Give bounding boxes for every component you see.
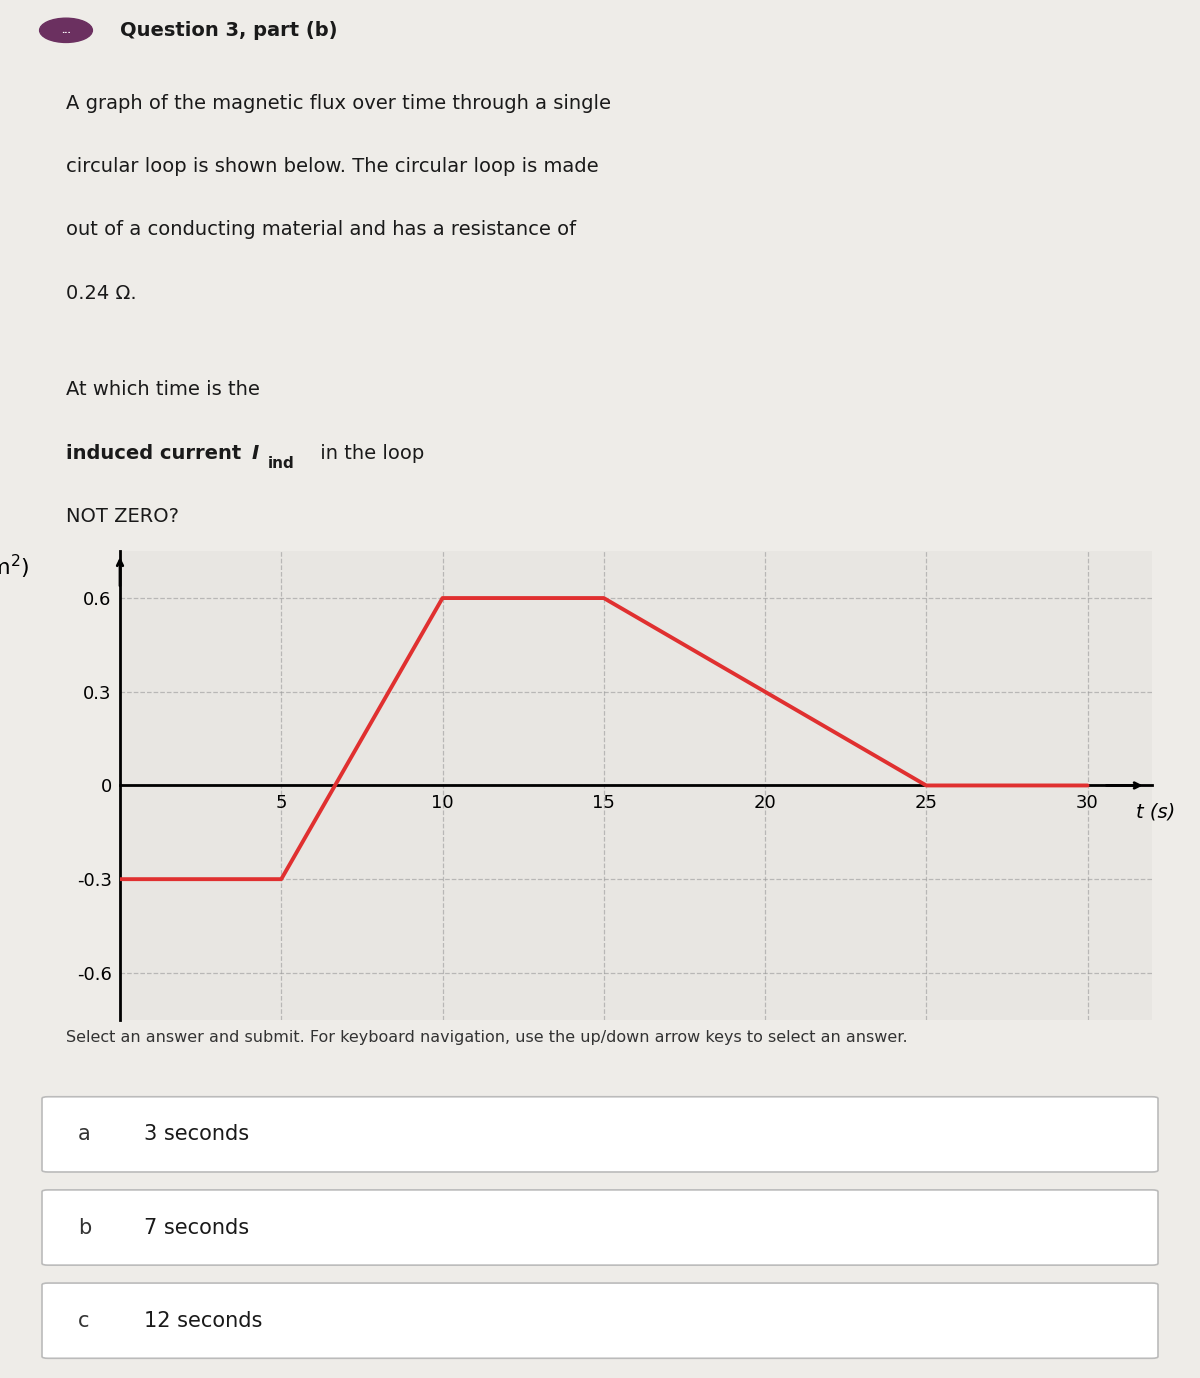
Text: ind: ind bbox=[268, 456, 294, 471]
Circle shape bbox=[40, 18, 92, 43]
Text: a: a bbox=[78, 1124, 91, 1144]
Text: 12 seconds: 12 seconds bbox=[144, 1310, 263, 1331]
Text: At which time is the: At which time is the bbox=[66, 380, 266, 400]
Text: NOT ZERO?: NOT ZERO? bbox=[66, 507, 179, 526]
Text: 0.24 Ω.: 0.24 Ω. bbox=[66, 284, 137, 303]
Text: A graph of the magnetic flux over time through a single: A graph of the magnetic flux over time t… bbox=[66, 94, 611, 113]
Text: c: c bbox=[78, 1310, 90, 1331]
Text: 3 seconds: 3 seconds bbox=[144, 1124, 250, 1144]
Text: $\Phi_B\ \mathregular{(T \cdot m^2)}$: $\Phi_B\ \mathregular{(T \cdot m^2)}$ bbox=[0, 553, 30, 582]
Text: out of a conducting material and has a resistance of: out of a conducting material and has a r… bbox=[66, 220, 576, 240]
Text: I: I bbox=[252, 444, 259, 463]
Text: in the loop: in the loop bbox=[314, 444, 425, 463]
Text: 7 seconds: 7 seconds bbox=[144, 1218, 250, 1237]
Text: ...: ... bbox=[61, 26, 71, 34]
Text: t (s): t (s) bbox=[1136, 802, 1175, 821]
Text: circular loop is shown below. The circular loop is made: circular loop is shown below. The circul… bbox=[66, 157, 599, 176]
FancyBboxPatch shape bbox=[42, 1097, 1158, 1171]
Text: induced current: induced current bbox=[66, 444, 248, 463]
Text: Question 3, part (b): Question 3, part (b) bbox=[120, 21, 337, 40]
FancyBboxPatch shape bbox=[42, 1189, 1158, 1265]
Text: Select an answer and submit. For keyboard navigation, use the up/down arrow keys: Select an answer and submit. For keyboar… bbox=[66, 1031, 907, 1046]
Text: b: b bbox=[78, 1218, 91, 1237]
FancyBboxPatch shape bbox=[42, 1283, 1158, 1359]
